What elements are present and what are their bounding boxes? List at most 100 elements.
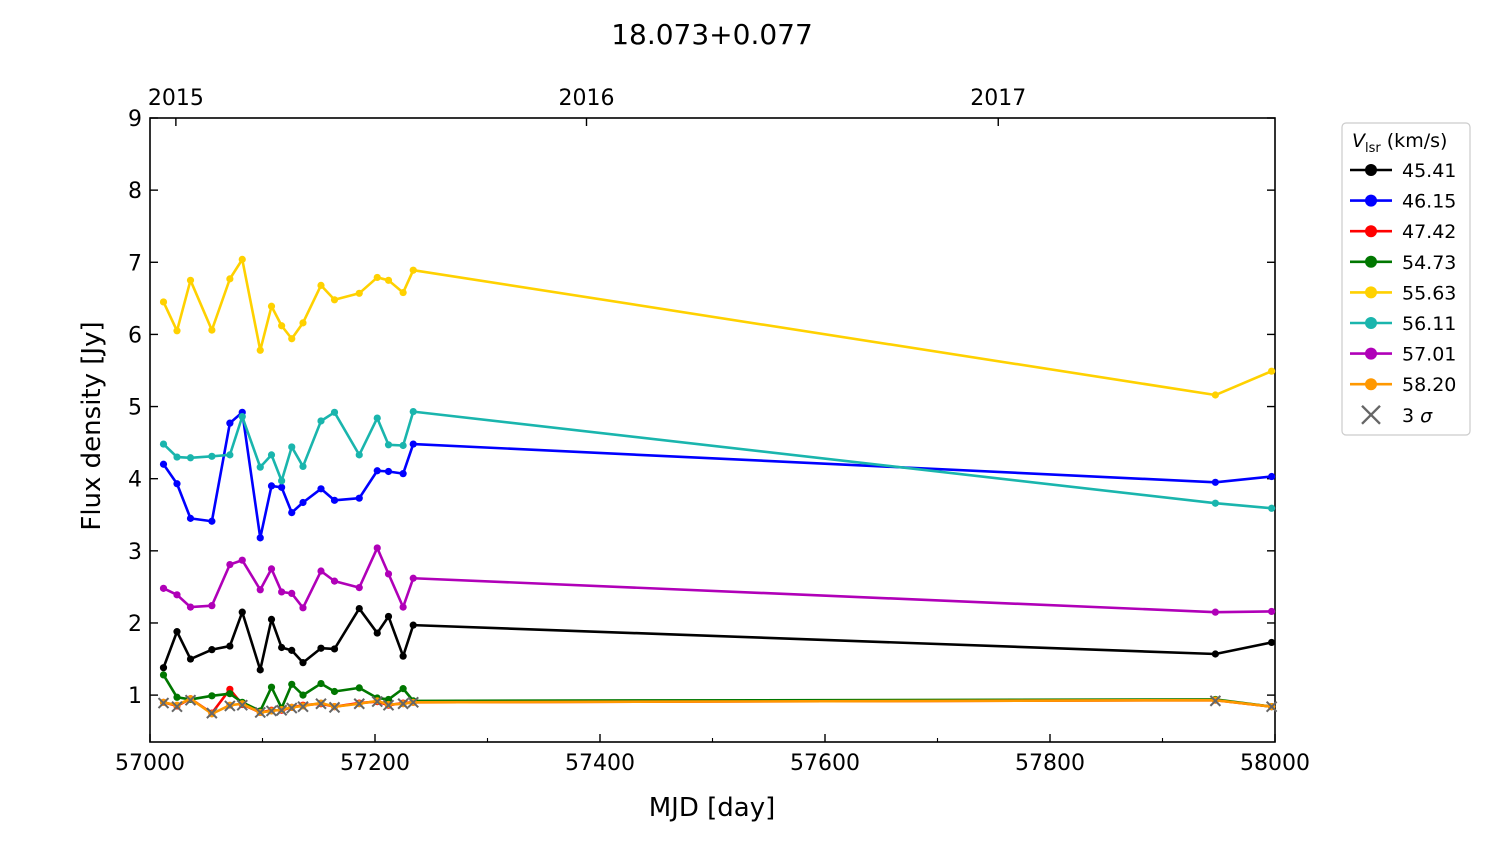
data-point (330, 496, 339, 504)
series-line (162, 411, 1272, 540)
data-point (373, 467, 381, 475)
data-point (355, 584, 363, 592)
sigma-stroke (184, 694, 197, 706)
legend-sigma-stroke (1361, 404, 1381, 425)
data-point (1211, 478, 1219, 486)
sigma-stroke (1265, 700, 1278, 713)
legend-marker (1365, 317, 1377, 329)
legend-label: 56.11 (1402, 313, 1456, 335)
sigma-marker (397, 698, 409, 710)
data-point (373, 629, 381, 637)
sigma-stroke (171, 700, 183, 713)
data-point (173, 591, 181, 599)
legend-item-3-sigma: 3 σ (1361, 404, 1433, 427)
data-point (208, 646, 216, 654)
data-point (1211, 499, 1219, 507)
series-56.11 (159, 408, 1276, 512)
x-tick-label: 57600 (790, 751, 860, 776)
data-point (173, 453, 181, 461)
series-54.73 (159, 671, 1276, 715)
series-line (162, 258, 1273, 397)
data-point (159, 460, 168, 468)
data-point (409, 440, 417, 448)
data-point (299, 659, 307, 667)
legend-title-unit: (km/s) (1381, 130, 1448, 152)
x-tick-label: 57800 (1015, 751, 1085, 776)
y-tick-label: 1 (128, 684, 142, 709)
legend-item-47.42: 47.42 (1350, 221, 1456, 243)
y-tick-label: 2 (128, 612, 142, 637)
series-46.15 (159, 408, 1276, 542)
data-point (355, 451, 363, 459)
data-point (1268, 504, 1276, 512)
legend-label: 3 σ (1402, 405, 1433, 427)
data-point (267, 683, 276, 691)
data-point (186, 454, 195, 462)
y-tick-label: 9 (128, 107, 142, 132)
data-point (355, 289, 363, 297)
x-tick-label: 58000 (1240, 751, 1310, 776)
data-point (159, 584, 168, 592)
data-point (384, 695, 393, 704)
data-point (373, 273, 381, 282)
data-point (256, 534, 264, 542)
data-point (186, 603, 195, 611)
data-point (238, 255, 246, 263)
data-point (256, 463, 264, 471)
data-point (288, 680, 296, 688)
data-point (299, 691, 307, 699)
legend-item-54.73: 54.73 (1350, 252, 1456, 274)
data-point (399, 288, 407, 297)
y-tick-label: 6 (128, 323, 142, 348)
top-tick-label: 2015 (148, 86, 204, 111)
sigma-stroke (265, 705, 278, 717)
sigma-stroke (236, 699, 248, 711)
data-point (317, 417, 325, 425)
data-point (173, 327, 181, 335)
data-point (1268, 472, 1276, 481)
data-point (355, 604, 363, 613)
data-point (317, 281, 325, 289)
data-point (355, 494, 363, 502)
sigma-marker (157, 697, 170, 709)
sigma-marker (286, 702, 298, 714)
legend-item-56.11: 56.11 (1350, 313, 1456, 335)
data-point (226, 642, 234, 650)
data-point (208, 452, 216, 460)
data-point (278, 588, 286, 596)
y-axis-title: Flux density [Jy] (77, 321, 107, 530)
legend-label: 47.42 (1402, 221, 1456, 243)
data-point (317, 679, 325, 688)
data-point (208, 692, 216, 700)
data-point (330, 577, 339, 585)
legend-marker (1365, 286, 1377, 299)
data-point (186, 655, 195, 663)
data-point (288, 335, 296, 343)
legend-sigma-number: 3 (1402, 405, 1420, 427)
legend-title: Vlsr (km/s) (1352, 130, 1447, 156)
sigma-marker (184, 694, 197, 706)
sigma-marker (1209, 695, 1222, 707)
y-tick-label: 3 (128, 540, 142, 565)
data-point (299, 462, 307, 471)
data-point (330, 645, 339, 653)
top-tick-label: 2016 (559, 86, 615, 111)
legend-title-main: V (1352, 130, 1367, 152)
sigma-stroke (1209, 695, 1222, 707)
data-point (1211, 391, 1219, 399)
chart-title: 18.073+0.077 (611, 18, 813, 51)
legend-marker (1365, 194, 1377, 207)
sigma-marker (275, 704, 288, 716)
data-point (330, 687, 339, 696)
sigma-stroke (397, 698, 409, 710)
data-point (226, 560, 234, 569)
legend-item-55.63: 55.63 (1350, 282, 1456, 304)
data-point (159, 298, 168, 306)
sigma-marker (371, 695, 383, 708)
sigma-marker (254, 706, 266, 719)
data-point (317, 567, 325, 575)
sigma-marker (236, 699, 248, 711)
legend-item-57.01: 57.01 (1350, 344, 1456, 366)
data-point (238, 608, 246, 616)
data-point (267, 615, 276, 623)
